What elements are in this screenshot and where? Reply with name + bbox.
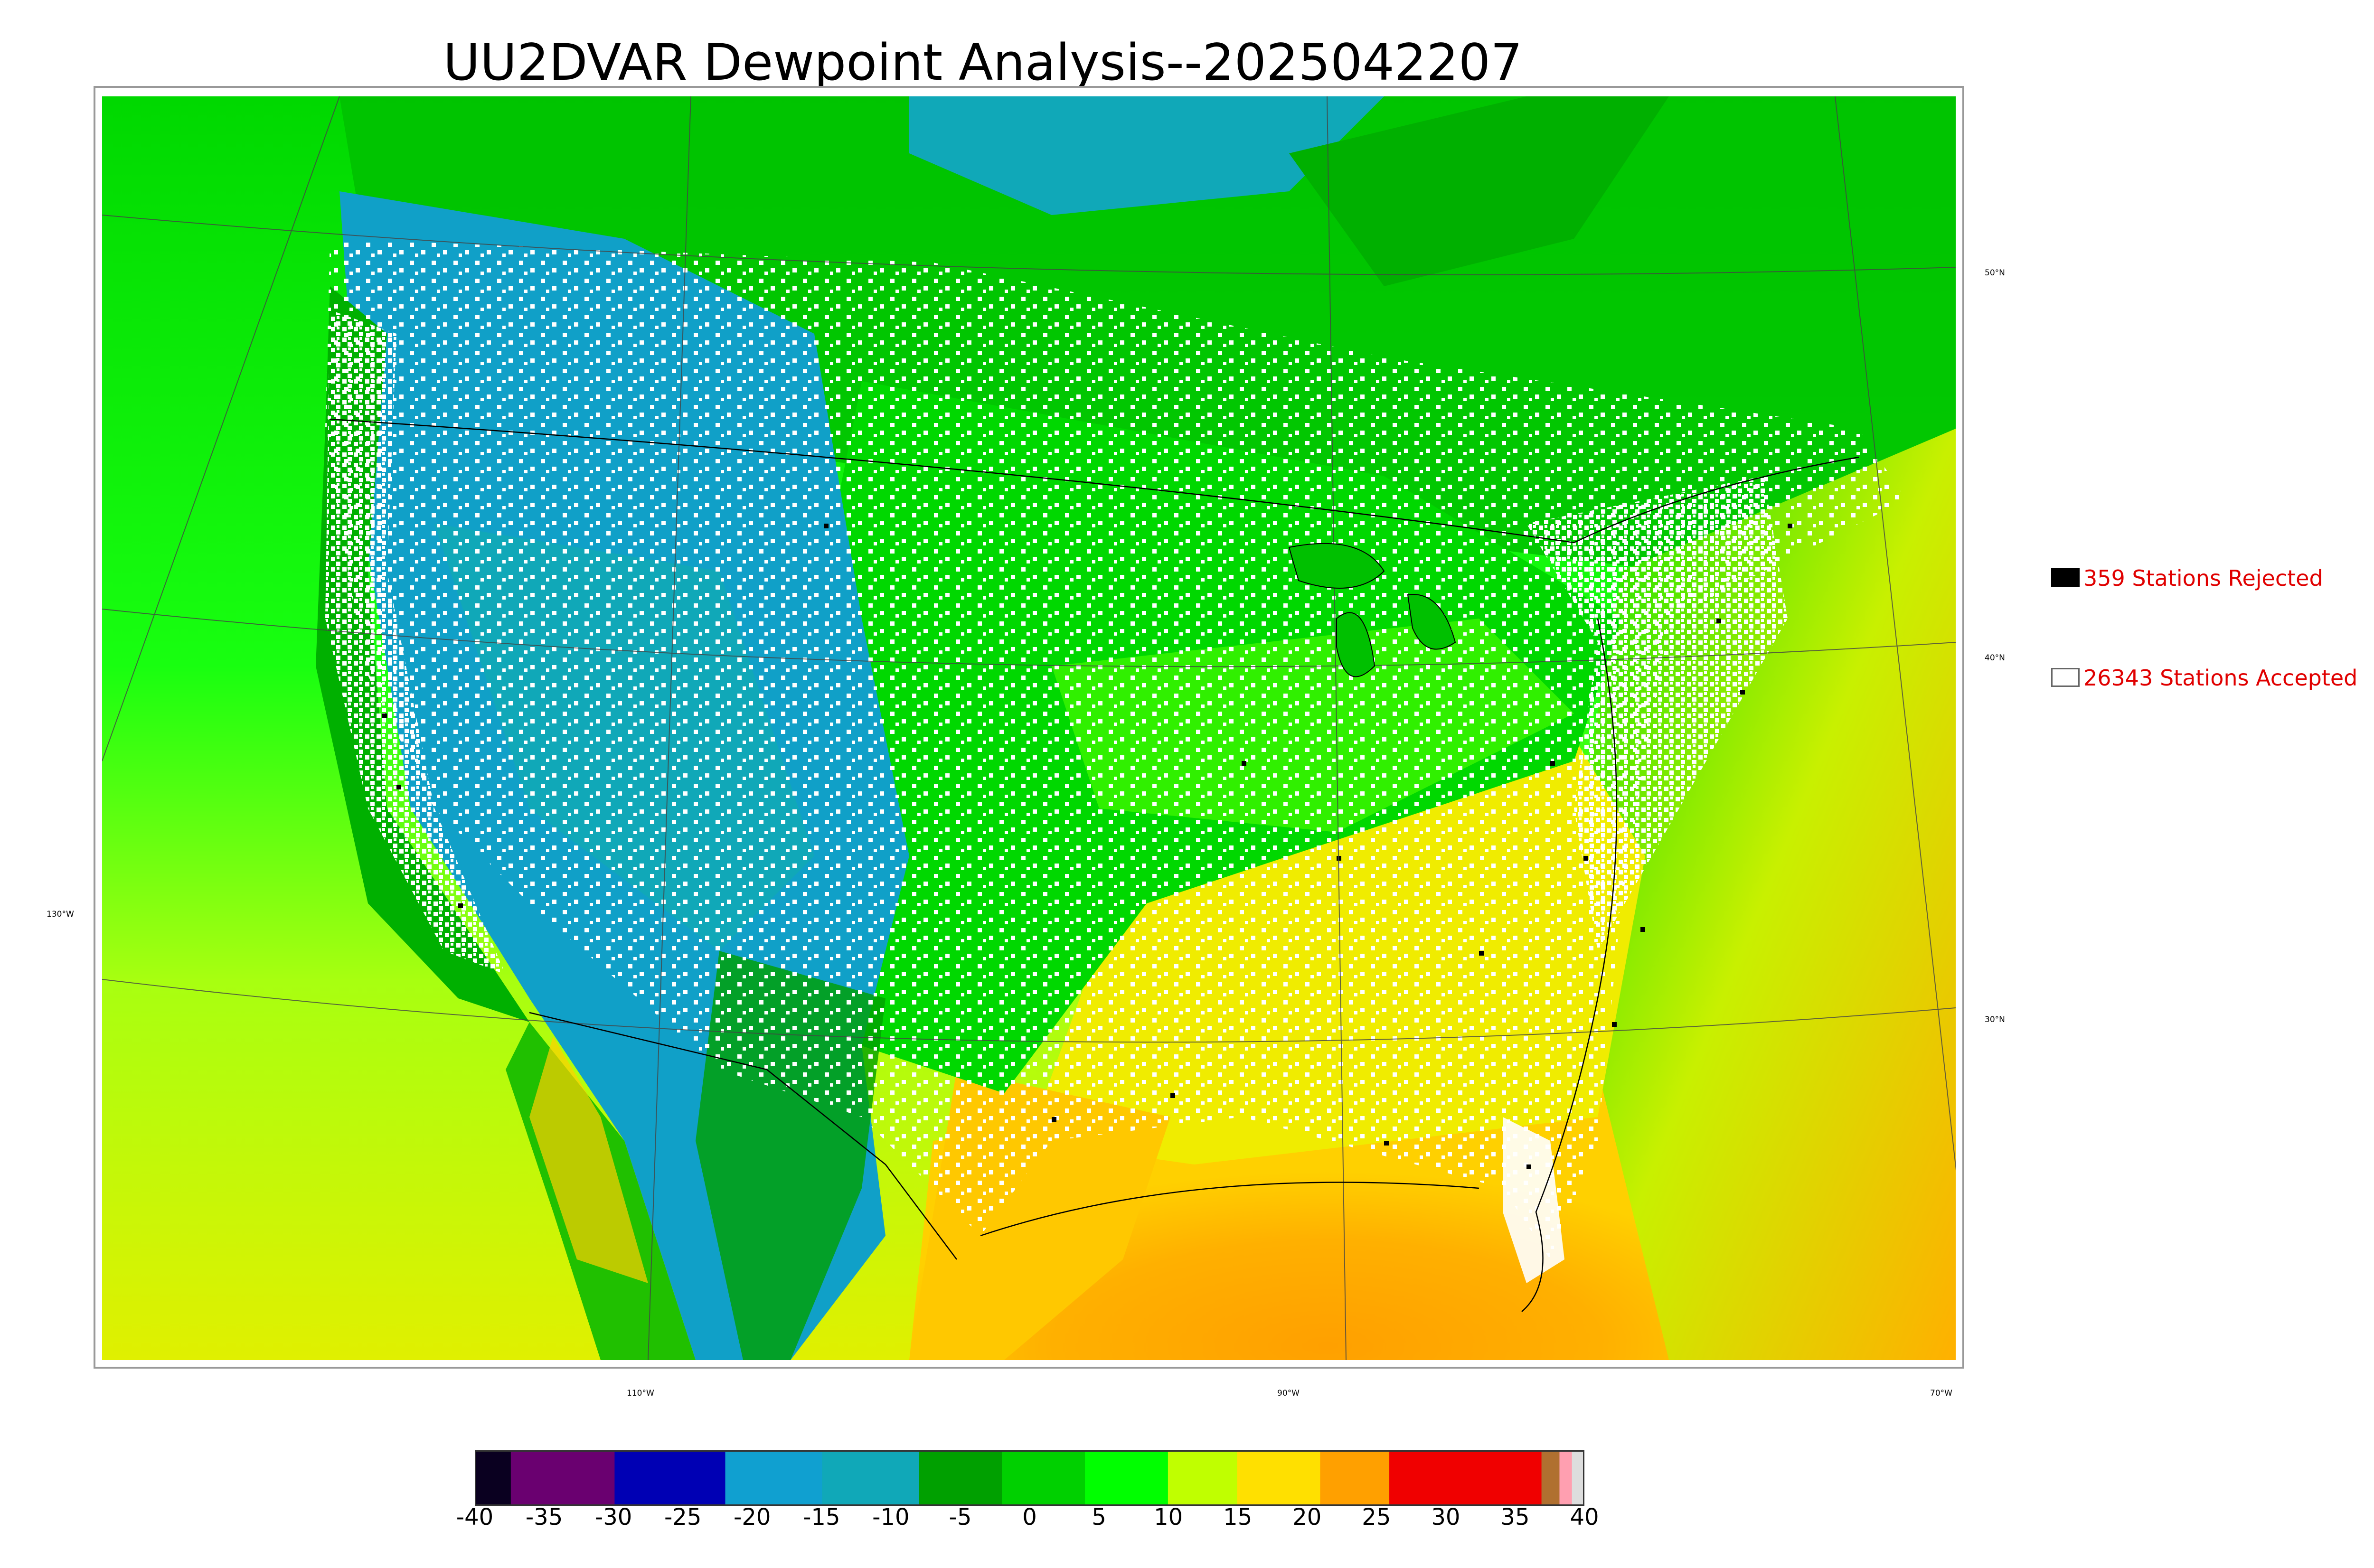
colorbar-band [725,1452,823,1504]
graticule [102,96,1956,1360]
colorbar-tick-label: 35 [1500,1504,1530,1530]
colorbar-band [1002,1452,1086,1504]
rejected-swatch [2051,568,2080,587]
colorbar-tick-label: 10 [1154,1504,1183,1530]
colorbar-band [1168,1452,1238,1504]
lat-label-50: 50°N [1985,268,2005,278]
map-frame [94,86,1964,1369]
colorbar-tick-label: 5 [1092,1504,1106,1530]
colorbar-tick-label: -20 [734,1504,771,1530]
rejected-station-markers [382,524,1792,1169]
lon-label-130: 130°W [47,910,74,919]
colorbar-tick-label: -15 [803,1504,840,1530]
borders [330,418,1859,1312]
colorbar-band [476,1452,511,1504]
lon-label-110: 110°W [627,1389,654,1398]
colorbar-band [510,1452,615,1504]
colorbar-tick-label: -5 [949,1504,972,1530]
colorbar-band [1572,1452,1583,1504]
lon-label-90: 90°W [1277,1389,1300,1398]
lat-label-30: 30°N [1985,1015,2005,1024]
colorbar-band [1389,1452,1542,1504]
colorbar-tick-label: -10 [872,1504,910,1530]
accepted-swatch [2051,668,2080,687]
dewpoint-map [102,96,1956,1360]
colorbar-band [1320,1452,1390,1504]
colorbar-tick-label: -25 [664,1504,702,1530]
colorbar-tick-label: -30 [594,1504,632,1530]
colorbar-band [919,1452,1003,1504]
colorbar-band [1559,1452,1573,1504]
colorbar-tick-label: 30 [1431,1504,1460,1530]
colorbar-bands [476,1452,1583,1504]
colorbar-tick-label: -35 [525,1504,563,1530]
accepted-label: 26343 Stations Accepted [2083,665,2358,691]
colorbar [475,1450,1584,1506]
colorbar-tick-label: 20 [1292,1504,1322,1530]
colorbar-band [1541,1452,1560,1504]
rejected-label: 359 Stations Rejected [2083,565,2323,591]
colorbar-tick-label: 15 [1223,1504,1253,1530]
colorbar-band [1237,1452,1321,1504]
colorbar-band [822,1452,920,1504]
colorbar-band [1085,1452,1168,1504]
lon-label-70: 70°W [1930,1389,1952,1398]
lakes [1288,543,1456,677]
map-title: UU2DVAR Dewpoint Analysis--2025042207 [443,33,1523,92]
lat-label-40: 40°N [1985,653,2005,663]
colorbar-tick-label: 0 [1022,1504,1037,1530]
colorbar-tick-label: -40 [456,1504,494,1530]
colorbar-band [614,1452,726,1504]
colorbar-tick-label: 40 [1570,1504,1599,1530]
colorbar-tick-label: 25 [1362,1504,1391,1530]
